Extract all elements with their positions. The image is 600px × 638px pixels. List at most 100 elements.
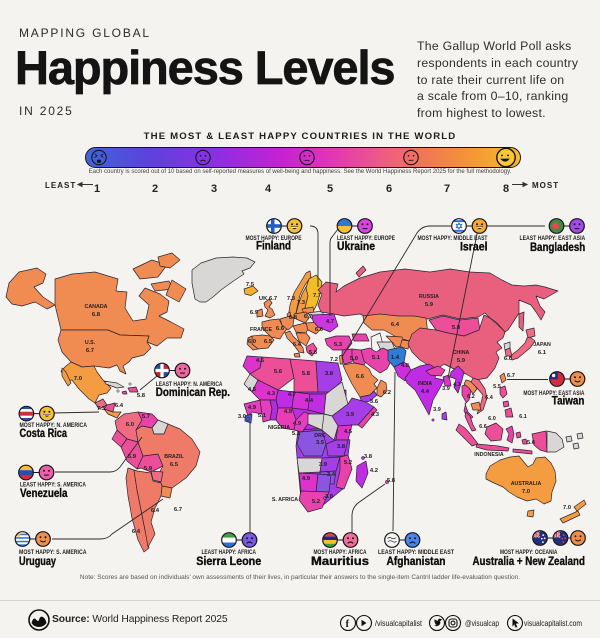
svg-text:NIGERIA: NIGERIA: [268, 425, 290, 431]
svg-text:6.0: 6.0: [488, 416, 496, 422]
svg-text:LEAST HAPPY: N. AMERICA: LEAST HAPPY: N. AMERICA: [156, 381, 223, 388]
svg-text:3.0: 3.0: [238, 414, 247, 420]
svg-text:S. AFRICA: S. AFRICA: [272, 497, 298, 503]
svg-text:3.4: 3.4: [327, 472, 336, 478]
svg-text:7.3: 7.3: [297, 300, 306, 306]
svg-text:6.4: 6.4: [151, 508, 160, 514]
svg-text:Ukraine: Ukraine: [337, 241, 375, 253]
svg-text:4.4: 4.4: [421, 389, 430, 395]
svg-text:3.6: 3.6: [370, 399, 379, 405]
svg-text:Finland: Finland: [256, 241, 291, 253]
svg-text:1.4: 1.4: [391, 355, 400, 361]
svg-text:6.5: 6.5: [170, 462, 179, 468]
svg-text:Bangladesh: Bangladesh: [530, 242, 585, 254]
svg-text:6.1: 6.1: [538, 350, 547, 356]
svg-text:5.1: 5.1: [372, 355, 381, 361]
svg-text:7.3: 7.3: [97, 406, 106, 412]
svg-text:7.5: 7.5: [246, 282, 255, 288]
svg-text:6.2: 6.2: [467, 394, 475, 400]
svg-text:5.3: 5.3: [334, 342, 343, 348]
svg-text:6.7: 6.7: [174, 507, 183, 513]
svg-text:6.6: 6.6: [479, 424, 487, 430]
svg-text:RUSSIA: RUSSIA: [419, 294, 439, 300]
svg-text:5.6: 5.6: [527, 440, 536, 446]
svg-text:6.8: 6.8: [289, 315, 298, 321]
svg-text:AUSTRALIA: AUSTRALIA: [511, 481, 542, 487]
svg-text:7.7: 7.7: [313, 293, 322, 299]
svg-text:6.6: 6.6: [276, 326, 285, 332]
svg-text:6.7: 6.7: [86, 348, 95, 354]
svg-text:5.8: 5.8: [387, 478, 396, 484]
svg-text:6.7: 6.7: [304, 314, 313, 320]
svg-text:6.0: 6.0: [504, 356, 513, 362]
svg-text:INDIA: INDIA: [418, 381, 433, 387]
svg-text:CANADA: CANADA: [85, 304, 108, 310]
svg-text:CHINA: CHINA: [453, 350, 470, 356]
svg-text:4.8: 4.8: [401, 363, 410, 369]
svg-text:6.8: 6.8: [92, 312, 101, 318]
svg-text:5.1: 5.1: [292, 431, 301, 437]
svg-text:6.1: 6.1: [519, 414, 527, 420]
svg-text:3.5: 3.5: [316, 440, 325, 446]
svg-text:4.9: 4.9: [248, 405, 257, 411]
svg-text:6.6: 6.6: [315, 327, 324, 333]
svg-text:LEAST HAPPY: AFRICA: LEAST HAPPY: AFRICA: [201, 549, 256, 556]
svg-text:4.2: 4.2: [370, 468, 379, 474]
svg-text:6.4: 6.4: [132, 529, 141, 535]
svg-text:5.2: 5.2: [312, 499, 321, 505]
svg-text:4.6: 4.6: [256, 358, 265, 364]
svg-text:5.9: 5.9: [144, 466, 153, 472]
svg-text:MOST HAPPY: AFRICA: MOST HAPPY: AFRICA: [314, 549, 367, 556]
svg-text:Australia + New Zealand: Australia + New Zealand: [472, 556, 585, 568]
svg-text:5.8: 5.8: [137, 393, 146, 399]
svg-text:5.5: 5.5: [493, 384, 501, 390]
svg-text:6.0: 6.0: [126, 422, 135, 428]
svg-text:6.4: 6.4: [391, 322, 400, 328]
svg-text:5.2: 5.2: [344, 460, 353, 466]
svg-text:Sierra Leone: Sierra Leone: [196, 556, 261, 568]
svg-text:3.8: 3.8: [325, 371, 334, 377]
svg-text:5.9: 5.9: [128, 454, 137, 460]
svg-text:4.3: 4.3: [453, 382, 461, 388]
svg-text:7.0: 7.0: [522, 489, 531, 495]
svg-text:Dominican Rep.: Dominican Rep.: [156, 387, 230, 399]
svg-text:UK 6.7: UK 6.7: [259, 296, 278, 302]
svg-text:FRANCE: FRANCE: [250, 327, 273, 333]
svg-text:Israel: Israel: [460, 242, 488, 254]
svg-text:6.0: 6.0: [248, 339, 257, 345]
svg-text:3.9: 3.9: [433, 407, 441, 413]
svg-text:@visualcap: @visualcap: [465, 619, 499, 628]
svg-text:LEAST HAPPY: MIDDLE EAST: LEAST HAPPY: MIDDLE EAST: [378, 549, 454, 556]
svg-text:LEAST HAPPY: EUROPE: LEAST HAPPY: EUROPE: [337, 235, 396, 242]
svg-text:BRAZIL: BRAZIL: [164, 454, 184, 460]
svg-text:3.8: 3.8: [364, 454, 373, 460]
svg-text:4.3: 4.3: [371, 412, 380, 418]
svg-text:MOST HAPPY: EUROPE: MOST HAPPY: EUROPE: [246, 235, 303, 242]
svg-text:Uruguay: Uruguay: [19, 556, 56, 568]
svg-text:5.6: 5.6: [274, 369, 283, 375]
svg-text:6.5: 6.5: [264, 339, 273, 345]
svg-text:6.4: 6.4: [485, 395, 494, 401]
svg-text:Taiwan: Taiwan: [552, 396, 585, 408]
svg-text:JAPAN: JAPAN: [533, 342, 551, 348]
svg-text:5.8: 5.8: [452, 325, 461, 331]
svg-text:5.7: 5.7: [142, 414, 151, 420]
svg-text:4.5: 4.5: [248, 387, 257, 393]
svg-text:/visualcapitalist: /visualcapitalist: [375, 619, 423, 628]
svg-text:3.8: 3.8: [337, 444, 346, 450]
svg-text:6.4: 6.4: [293, 342, 302, 348]
svg-text:Mauritius: Mauritius: [311, 556, 369, 568]
svg-text:3.9: 3.9: [346, 412, 355, 418]
svg-text:4.7: 4.7: [288, 392, 297, 398]
svg-text:MOST HAPPY: S. AMERICA: MOST HAPPY: S. AMERICA: [19, 549, 87, 556]
svg-text:5.1: 5.1: [258, 413, 267, 419]
svg-text:MOST HAPPY: EAST ASIA: MOST HAPPY: EAST ASIA: [523, 390, 584, 397]
svg-text:4.9: 4.9: [284, 409, 293, 415]
svg-text:INDONESIA: INDONESIA: [474, 452, 504, 458]
svg-text:6.7: 6.7: [507, 373, 516, 379]
svg-text:7.0: 7.0: [563, 505, 572, 511]
svg-text:6.4: 6.4: [115, 403, 124, 409]
svg-text:3.8: 3.8: [325, 494, 334, 500]
svg-text:5.0: 5.0: [350, 356, 359, 362]
svg-text:LEAST HAPPY: EAST ASIA: LEAST HAPPY: EAST ASIA: [520, 235, 586, 242]
